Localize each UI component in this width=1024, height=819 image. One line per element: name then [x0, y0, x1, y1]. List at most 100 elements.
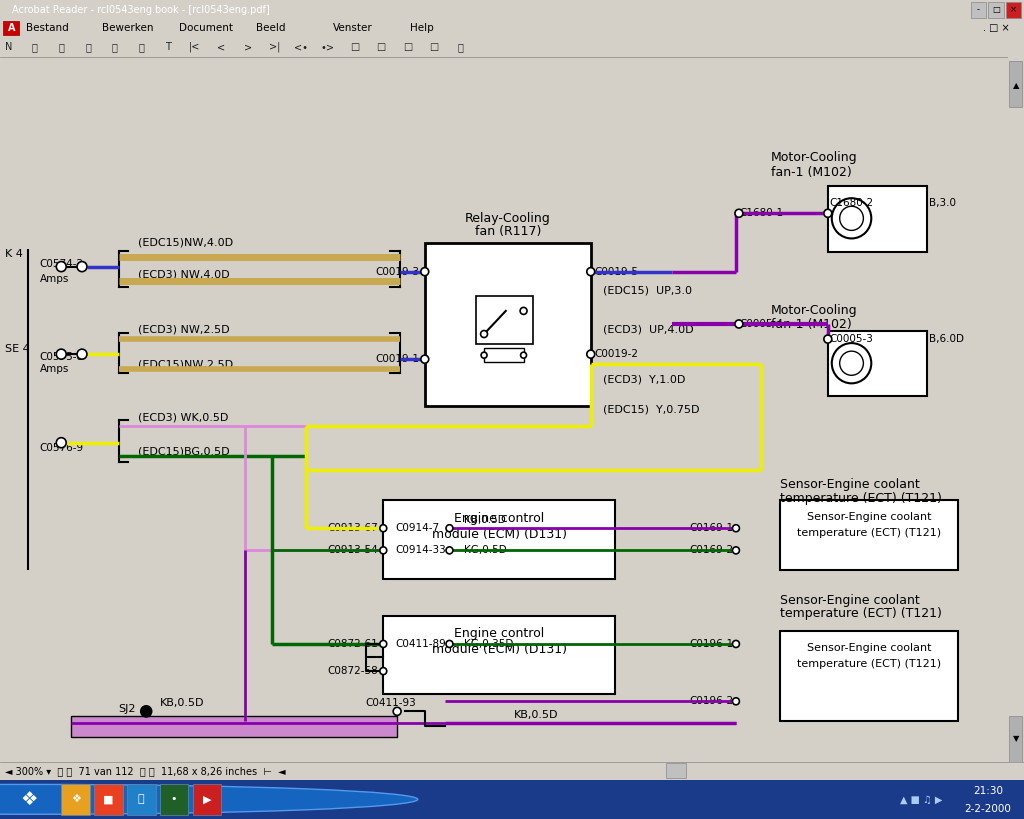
Text: (ECD3) NW,2.5D: (ECD3) NW,2.5D — [138, 324, 230, 334]
Text: KB,0.5D: KB,0.5D — [160, 699, 205, 708]
Text: C0169-1: C0169-1 — [690, 523, 734, 533]
Text: Sensor-Engine coolant: Sensor-Engine coolant — [780, 478, 921, 491]
Bar — [61, 784, 90, 815]
Text: ❖: ❖ — [71, 794, 81, 804]
Text: K 4: K 4 — [5, 248, 23, 259]
Circle shape — [840, 351, 863, 375]
Circle shape — [732, 525, 739, 532]
Circle shape — [421, 355, 429, 363]
Text: Bewerken: Bewerken — [102, 23, 154, 34]
Text: temperature (ECT) (T121): temperature (ECT) (T121) — [780, 491, 942, 505]
Circle shape — [56, 261, 67, 272]
Text: □: □ — [992, 6, 999, 14]
Text: C0411-93: C0411-93 — [366, 699, 417, 708]
Bar — [1010, 61, 1022, 106]
Text: <: < — [217, 42, 225, 52]
Circle shape — [824, 210, 831, 217]
Text: KG,0.35D: KG,0.35D — [464, 639, 514, 649]
Text: Sensor-Engine coolant: Sensor-Engine coolant — [807, 512, 932, 523]
Text: N: N — [4, 42, 12, 52]
Text: □: □ — [376, 42, 386, 52]
Text: B,3.0: B,3.0 — [929, 198, 955, 208]
Text: module (ECM) (D131): module (ECM) (D131) — [432, 644, 567, 657]
Bar — [971, 2, 986, 18]
Text: (EDC15)NW,4.0D: (EDC15)NW,4.0D — [138, 238, 233, 247]
Bar — [383, 500, 615, 578]
Bar — [3, 21, 19, 35]
Text: C0019-2: C0019-2 — [595, 349, 639, 360]
Text: ⌕: ⌕ — [458, 42, 464, 52]
Text: Amps: Amps — [40, 364, 69, 374]
Text: C1680-1: C1680-1 — [739, 208, 783, 219]
Bar — [666, 763, 686, 778]
Text: temperature (ECT) (T121): temperature (ECT) (T121) — [780, 607, 942, 620]
Text: A: A — [7, 23, 15, 34]
Circle shape — [380, 667, 387, 675]
Circle shape — [840, 206, 863, 230]
Text: Venster: Venster — [333, 23, 373, 34]
Circle shape — [446, 547, 453, 554]
Text: temperature (ECT) (T121): temperature (ECT) (T121) — [798, 659, 941, 669]
Bar — [71, 717, 397, 736]
Text: (EDC15)  UP,3.0: (EDC15) UP,3.0 — [602, 286, 691, 296]
Bar — [94, 784, 123, 815]
Text: SJ2: SJ2 — [119, 704, 136, 714]
Text: Sensor-Engine coolant: Sensor-Engine coolant — [780, 594, 921, 607]
Circle shape — [732, 547, 739, 554]
Text: :  — [138, 794, 144, 804]
Text: temperature (ECT) (T121): temperature (ECT) (T121) — [798, 528, 941, 538]
Text: fan-1 (M102): fan-1 (M102) — [770, 319, 851, 332]
Text: C0005-4: C0005-4 — [739, 319, 782, 329]
Text: fan-1 (M102): fan-1 (M102) — [770, 165, 851, 179]
Text: □: □ — [349, 42, 359, 52]
Bar — [780, 631, 958, 722]
Text: C0913-67: C0913-67 — [328, 523, 378, 533]
Text: C0005-3: C0005-3 — [829, 334, 873, 344]
Bar — [160, 784, 188, 815]
Text: Help: Help — [410, 23, 433, 34]
Text: -: - — [977, 6, 980, 14]
Text: Beeld: Beeld — [256, 23, 286, 34]
Bar — [484, 348, 523, 362]
Text: C0872-61: C0872-61 — [328, 639, 378, 649]
Text: KB,0.5D: KB,0.5D — [514, 710, 558, 721]
Text: □: □ — [429, 42, 439, 52]
Circle shape — [380, 525, 387, 532]
Text: ▼: ▼ — [1013, 734, 1019, 743]
Text: Amps: Amps — [40, 274, 69, 283]
Circle shape — [380, 547, 387, 554]
Text: 2-2-2000: 2-2-2000 — [965, 804, 1012, 814]
Text: C1680-2: C1680-2 — [829, 198, 873, 208]
Text: Engine control: Engine control — [455, 627, 545, 640]
Text: C0019-1: C0019-1 — [376, 354, 420, 364]
Circle shape — [393, 708, 401, 715]
Text: C0576-9: C0576-9 — [40, 443, 84, 453]
Bar — [827, 331, 927, 396]
Circle shape — [0, 785, 418, 814]
Circle shape — [446, 640, 453, 648]
Text: ▲: ▲ — [1013, 81, 1019, 90]
Text: ◄ 300% ▾  ⏮ ⏪  71 van 112  ⏩ ⏭  11,68 x 8,26 inches  ⊢  ◄: ◄ 300% ▾ ⏮ ⏪ 71 van 112 ⏩ ⏭ 11,68 x 8,26… — [5, 767, 286, 776]
Circle shape — [56, 437, 67, 448]
Text: Engine control: Engine control — [455, 512, 545, 525]
Text: (EDC15)NW,2.5D: (EDC15)NW,2.5D — [138, 360, 233, 369]
Text: C0019-5: C0019-5 — [595, 267, 639, 277]
Text: Motor-Cooling: Motor-Cooling — [770, 152, 857, 165]
Bar — [383, 616, 615, 695]
Text: 21:30: 21:30 — [973, 786, 1004, 797]
Circle shape — [77, 261, 87, 272]
Text: C0411-89: C0411-89 — [395, 639, 445, 649]
Text: ⎙: ⎙ — [32, 42, 38, 52]
Circle shape — [480, 331, 487, 337]
Bar — [1010, 716, 1022, 762]
Circle shape — [421, 268, 429, 276]
Circle shape — [520, 307, 527, 314]
Text: C0574-2: C0574-2 — [40, 259, 84, 269]
Circle shape — [56, 349, 67, 360]
Text: ⎕: ⎕ — [112, 42, 118, 52]
Text: |<: |< — [188, 42, 201, 52]
Circle shape — [732, 698, 739, 705]
Text: Document: Document — [179, 23, 233, 34]
Text: •: • — [171, 794, 177, 804]
Bar — [425, 243, 591, 406]
